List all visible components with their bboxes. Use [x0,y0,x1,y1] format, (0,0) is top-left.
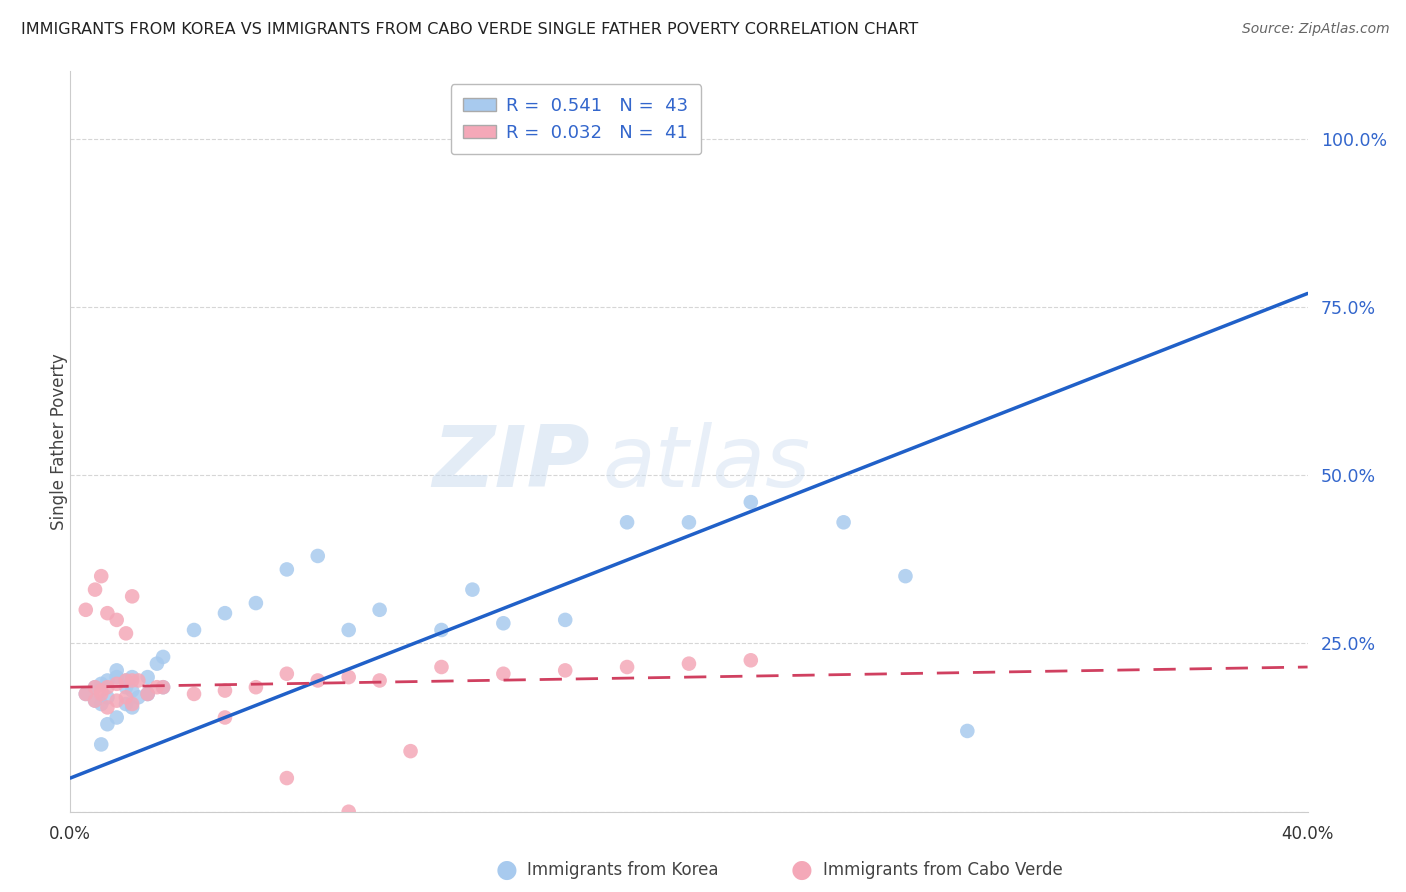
Text: atlas: atlas [602,422,810,505]
Point [740,495,762,509]
Point [121,590,143,604]
Point [276,562,298,576]
Point [121,700,143,714]
Point [136,687,159,701]
Point [84,680,107,694]
Point [75,687,97,701]
Point [616,516,638,530]
Point [105,670,128,684]
Point [554,613,576,627]
Point [121,673,143,688]
Point [90,569,112,583]
Point [152,680,174,694]
Point [307,549,329,563]
Point [430,623,453,637]
Point [183,623,205,637]
Point [96,700,118,714]
Point [214,606,236,620]
Point [96,680,118,694]
Point [115,673,138,688]
Point [245,680,267,694]
Text: Source: ZipAtlas.com: Source: ZipAtlas.com [1241,22,1389,37]
Point [90,683,112,698]
Point [75,603,97,617]
Point [183,687,205,701]
Point [136,687,159,701]
Point [90,687,112,701]
Point [492,666,515,681]
Point [115,673,138,688]
Point [152,649,174,664]
Point [492,616,515,631]
Point [105,677,128,691]
Point [105,694,128,708]
Point [75,687,97,701]
Point [115,690,138,705]
Point [368,673,391,688]
Text: IMMIGRANTS FROM KOREA VS IMMIGRANTS FROM CABO VERDE SINGLE FATHER POVERTY CORREL: IMMIGRANTS FROM KOREA VS IMMIGRANTS FROM… [21,22,918,37]
Point [96,673,118,688]
Point [115,697,138,711]
Point [96,606,118,620]
Point [136,670,159,684]
Point [214,710,236,724]
Point [152,680,174,694]
Text: ZIP: ZIP [432,422,591,505]
Point [276,771,298,785]
Point [894,569,917,583]
Point [368,603,391,617]
Point [956,723,979,738]
Point [214,683,236,698]
Point [307,673,329,688]
Point [105,613,128,627]
Point [616,660,638,674]
Point [121,683,143,698]
Point [121,697,143,711]
Text: ●: ● [790,858,813,881]
Point [90,738,112,752]
Point [146,680,169,694]
Point [430,660,453,674]
Legend: R =  0.541   N =  43, R =  0.032   N =  41: R = 0.541 N = 43, R = 0.032 N = 41 [450,84,702,154]
Point [84,680,107,694]
Point [105,710,128,724]
Point [115,626,138,640]
Point [832,516,855,530]
Point [245,596,267,610]
Point [90,677,112,691]
Point [399,744,422,758]
Point [105,664,128,678]
Point [461,582,484,597]
Text: Immigrants from Korea: Immigrants from Korea [527,861,718,879]
Point [678,516,700,530]
Point [96,717,118,731]
Point [554,664,576,678]
Point [96,690,118,705]
Point [121,670,143,684]
Point [90,697,112,711]
Point [115,680,138,694]
Text: ●: ● [495,858,517,881]
Text: Immigrants from Cabo Verde: Immigrants from Cabo Verde [823,861,1063,879]
Point [136,687,159,701]
Point [337,670,360,684]
Point [740,653,762,667]
Point [127,673,149,688]
Point [127,690,149,705]
Y-axis label: Single Father Poverty: Single Father Poverty [51,353,67,530]
Point [678,657,700,671]
Point [84,694,107,708]
Point [276,666,298,681]
Point [337,623,360,637]
Point [84,694,107,708]
Point [84,582,107,597]
Point [146,657,169,671]
Point [337,805,360,819]
